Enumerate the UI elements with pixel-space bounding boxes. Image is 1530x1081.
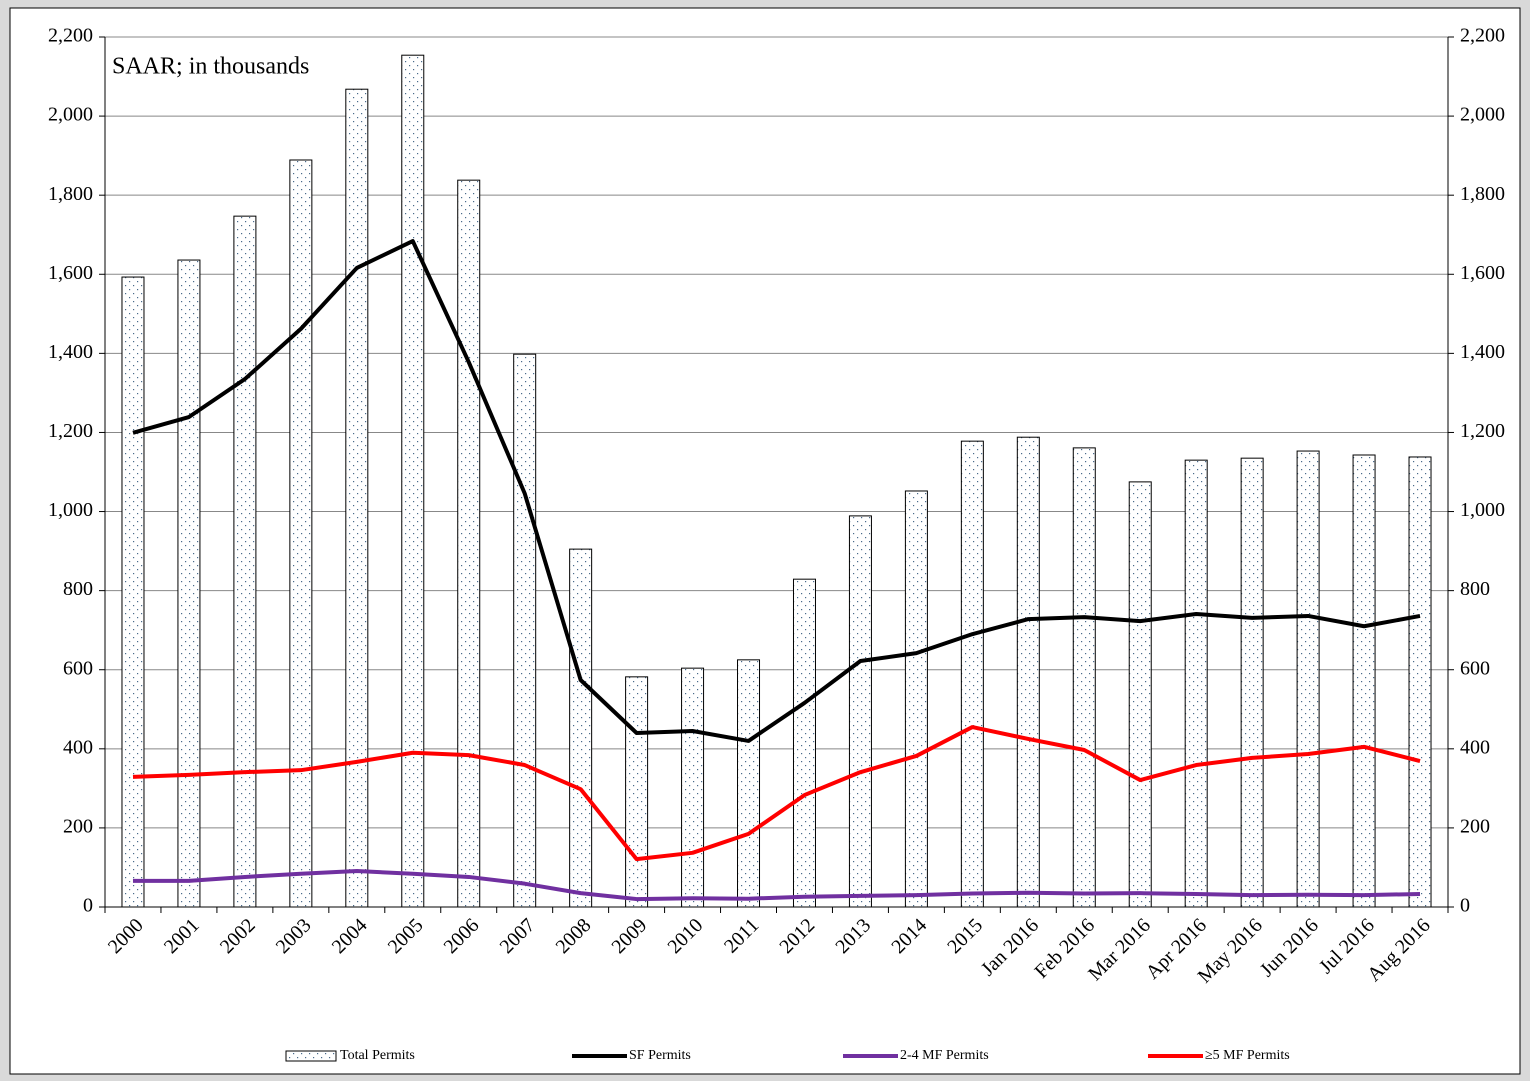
y2-tick-label: 400 xyxy=(1460,736,1490,758)
bar xyxy=(1296,450,1320,908)
y-tick-label: 2,200 xyxy=(48,25,93,47)
y2-tick-label: 0 xyxy=(1460,895,1470,917)
legend-label: Total Permits xyxy=(340,1048,415,1063)
bar xyxy=(1408,456,1432,908)
y2-tick-label: 1,400 xyxy=(1460,341,1505,363)
y2-tick-label: 2,000 xyxy=(1460,104,1505,126)
y2-tick-label: 800 xyxy=(1460,578,1490,600)
legend-label: SF Permits xyxy=(629,1048,691,1063)
bar xyxy=(177,259,201,908)
bar xyxy=(401,54,425,908)
bar xyxy=(960,440,984,908)
y-tick-label: 1,800 xyxy=(48,183,93,205)
bar xyxy=(792,578,816,908)
y2-tick-label: 200 xyxy=(1460,816,1490,838)
y-tick-label: 600 xyxy=(63,657,93,679)
y2-tick-label: 2,200 xyxy=(1460,25,1505,47)
bar xyxy=(1184,459,1208,908)
y-tick-label: 1,400 xyxy=(48,341,93,363)
bar xyxy=(1240,457,1264,908)
line xyxy=(132,725,1421,862)
y-tick-label: 1,000 xyxy=(48,499,93,521)
y-tick-label: 200 xyxy=(63,816,93,838)
bar xyxy=(1072,447,1096,908)
y-tick-label: 1,200 xyxy=(48,420,93,442)
bar xyxy=(569,548,593,908)
line xyxy=(132,869,1421,902)
bar xyxy=(513,353,537,908)
bar xyxy=(1128,481,1152,908)
y2-tick-label: 600 xyxy=(1460,657,1490,679)
bar xyxy=(121,276,145,908)
y-tick-label: 2,000 xyxy=(48,104,93,126)
y2-tick-label: 1,600 xyxy=(1460,262,1505,284)
legend-swatch xyxy=(285,1050,337,1062)
bar xyxy=(904,490,928,908)
bar xyxy=(625,676,649,908)
bar xyxy=(457,179,481,908)
y2-tick-label: 1,800 xyxy=(1460,183,1505,205)
bar xyxy=(345,88,369,908)
y2-tick-label: 1,000 xyxy=(1460,499,1505,521)
legend-label: ≥5 MF Permits xyxy=(1205,1048,1290,1063)
bar xyxy=(681,667,705,908)
bar xyxy=(233,215,257,908)
y2-tick-label: 1,200 xyxy=(1460,420,1505,442)
bar xyxy=(1016,436,1040,908)
y-tick-label: 0 xyxy=(83,895,93,917)
bar xyxy=(737,659,761,908)
legend-label: 2-4 MF Permits xyxy=(900,1048,989,1063)
y-tick-label: 800 xyxy=(63,578,93,600)
y-tick-label: 1,600 xyxy=(48,262,93,284)
bar xyxy=(289,159,313,908)
line xyxy=(132,239,1421,743)
bar xyxy=(1352,454,1376,908)
bar xyxy=(848,515,872,908)
y-tick-label: 400 xyxy=(63,736,93,758)
annotation: SAAR; in thousands xyxy=(112,54,309,80)
